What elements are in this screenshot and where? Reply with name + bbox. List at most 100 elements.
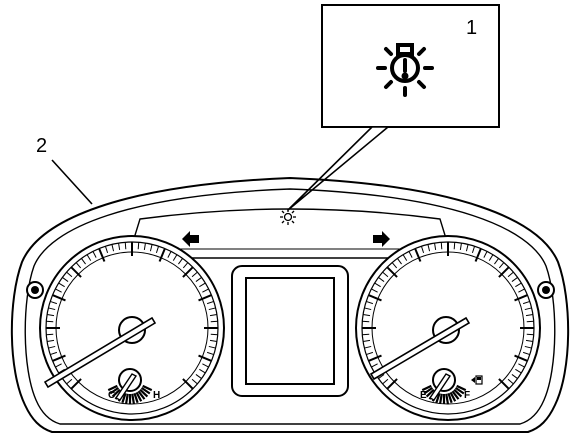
- scale-tick: [210, 333, 218, 336]
- scale-tick: [507, 271, 514, 278]
- scale-tick: [474, 248, 482, 262]
- scale-tick: [362, 339, 371, 342]
- tachometer-needle: [369, 316, 471, 381]
- scale-tick: [199, 282, 206, 288]
- scale-tick: [498, 266, 510, 278]
- scale-tick: [524, 345, 532, 349]
- scale-tick: [498, 378, 510, 390]
- scale-tick: [66, 378, 73, 385]
- callout-box: 1: [287, 4, 500, 211]
- scale-tick: [182, 266, 194, 278]
- scale-tick: [420, 246, 425, 254]
- scale-tick: [48, 307, 56, 311]
- speedometer-needle: [43, 316, 157, 389]
- scale-bar: [449, 391, 457, 402]
- scale-tick: [378, 277, 385, 282]
- scale-tick: [209, 314, 218, 317]
- fuel-pump-icon: [471, 375, 483, 385]
- scale-bar: [139, 388, 149, 398]
- scale-tick: [368, 294, 382, 302]
- speedometer-scale-ticks: [46, 242, 218, 390]
- speedometer-gauge: C H: [39, 235, 225, 421]
- scale-tick: [382, 271, 389, 278]
- scale-bar: [125, 393, 129, 404]
- scale-tick: [494, 258, 499, 265]
- temp-hot-label: H: [153, 390, 160, 401]
- scale-tick: [408, 251, 413, 258]
- scale-tick: [182, 262, 189, 269]
- scale-tick: [465, 244, 469, 252]
- scale-tick: [522, 300, 530, 305]
- scale-bar: [445, 393, 449, 404]
- scale-tick: [366, 300, 374, 305]
- scale-tick: [52, 294, 66, 302]
- scale-tick: [55, 363, 62, 368]
- scale-tick: [440, 242, 443, 250]
- scale-bar: [109, 386, 120, 395]
- scale-tick: [195, 277, 202, 282]
- fuel-full-label: F: [464, 390, 470, 401]
- scale-tick: [364, 307, 372, 311]
- scale-tick: [378, 374, 385, 379]
- scale-tick: [518, 288, 525, 293]
- scale-bar: [107, 384, 118, 392]
- scale-bar: [456, 384, 467, 392]
- scale-tick: [155, 246, 160, 254]
- scale-tick: [364, 345, 372, 349]
- scale-bar: [421, 384, 432, 392]
- scale-tick: [104, 246, 109, 254]
- scale-tick: [210, 320, 218, 323]
- scale-tick: [402, 254, 408, 261]
- scale-bar: [451, 390, 460, 400]
- scale-tick: [511, 277, 518, 282]
- scale-tick: [514, 294, 528, 302]
- scale-tick: [191, 271, 198, 278]
- scale-tick: [382, 378, 389, 385]
- scale-tick: [75, 262, 82, 269]
- callout-leader-2: [51, 159, 93, 205]
- scale-tick: [526, 333, 534, 336]
- scale-bar: [447, 392, 453, 404]
- scale-tick: [55, 288, 62, 293]
- scale-tick: [143, 242, 146, 251]
- scale-tick: [397, 258, 402, 265]
- scale-tick: [50, 300, 58, 305]
- scale-tick: [515, 282, 522, 288]
- tachometer-scale-ticks: [362, 242, 534, 390]
- scale-tick: [386, 266, 398, 278]
- scale-tick: [362, 314, 371, 317]
- scale-tick: [362, 320, 370, 323]
- scale-tick: [70, 266, 82, 278]
- scale-tick: [524, 307, 532, 311]
- scale-tick: [167, 251, 172, 258]
- scale-tick: [459, 242, 462, 251]
- scale-tick: [62, 277, 69, 282]
- scale-tick: [507, 378, 514, 385]
- scale-tick: [371, 363, 378, 368]
- scale-tick: [70, 378, 82, 390]
- scale-bar: [140, 386, 151, 395]
- scale-tick: [525, 314, 534, 317]
- scale-tick: [366, 351, 374, 356]
- scale-tick: [206, 351, 214, 356]
- scale-tick: [374, 282, 381, 288]
- scale-bar: [131, 393, 135, 404]
- scale-tick: [391, 262, 398, 269]
- temperature-subgauge: C H: [107, 368, 160, 404]
- scale-tick: [118, 242, 121, 251]
- scale-tick: [52, 354, 66, 362]
- scale-tick: [202, 363, 209, 368]
- scale-tick: [46, 339, 55, 342]
- scale-bar: [423, 386, 434, 395]
- scale-tick: [195, 374, 202, 379]
- scale-tick: [518, 363, 525, 368]
- scale-tick: [48, 345, 56, 349]
- scale-tick: [522, 351, 530, 356]
- scale-tick: [483, 251, 488, 258]
- scale-tick: [515, 368, 522, 374]
- callout-number-2: 2: [36, 135, 47, 157]
- exterior-light-warning-icon: [376, 43, 434, 97]
- scale-tick: [514, 354, 528, 362]
- scale-tick: [198, 294, 212, 302]
